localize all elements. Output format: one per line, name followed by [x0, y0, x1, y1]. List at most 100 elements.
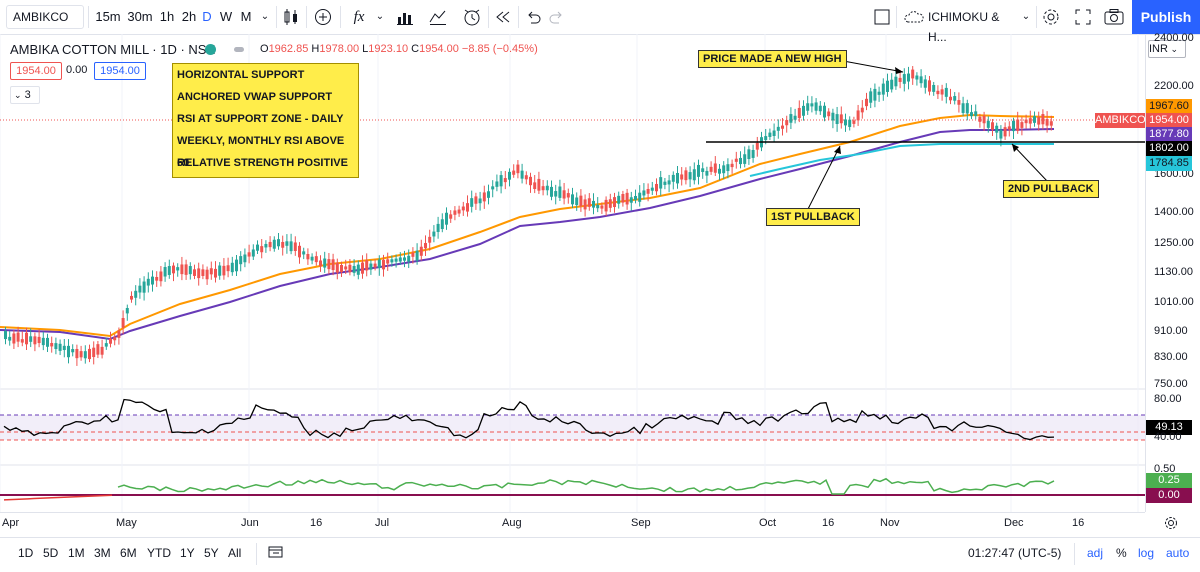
candle-body — [688, 172, 692, 180]
candle-body — [537, 178, 541, 191]
range-all[interactable]: All — [228, 546, 242, 560]
range-ytd[interactable]: YTD — [147, 546, 171, 560]
legend-title: AMBIKA COTTON MILL · 1D · NSE — [10, 42, 216, 57]
range-5d[interactable]: 5D — [43, 546, 59, 560]
candle-body — [646, 188, 650, 194]
candle-body — [411, 252, 415, 257]
price-tick: 1600.00 — [1154, 168, 1194, 180]
replay-icon[interactable] — [494, 8, 512, 26]
candle-body — [776, 126, 780, 131]
add-compare-icon[interactable] — [314, 8, 332, 26]
range-1d[interactable]: 1D — [18, 546, 34, 560]
rs-tick: 0.50 — [1154, 463, 1176, 475]
undo-icon[interactable] — [524, 8, 542, 26]
candle-body — [814, 102, 818, 111]
candle-body — [25, 332, 28, 345]
price-tick: 910.00 — [1154, 325, 1188, 337]
percent-toggle[interactable]: % — [1116, 546, 1127, 560]
candle-body — [356, 264, 360, 275]
candle-body — [638, 192, 642, 202]
candle-body — [781, 125, 784, 129]
candle-body — [62, 345, 66, 351]
purple-ma-line — [0, 128, 1055, 341]
range-5y[interactable]: 5Y — [204, 546, 219, 560]
candle-body — [390, 259, 394, 263]
indicator-template-name[interactable]: ICHIMOKU & H... — [928, 10, 1000, 44]
candle-body — [151, 276, 154, 285]
candle-body — [533, 182, 537, 190]
candle-body — [172, 265, 175, 274]
chevron-down-icon[interactable]: ⌄ — [1021, 11, 1031, 22]
interval-15m[interactable]: 15m — [95, 9, 121, 24]
indicators-icon[interactable]: fx — [353, 9, 365, 25]
callout-2nd-pullback: 2ND PULLBACK — [1003, 180, 1099, 198]
candle-body — [739, 157, 742, 165]
interval-m[interactable]: M — [240, 9, 252, 24]
interval-d[interactable]: D — [202, 9, 212, 24]
candle-body — [600, 205, 604, 209]
price-tick: 2200.00 — [1154, 80, 1194, 92]
templates-icon[interactable] — [396, 8, 414, 26]
candle-body — [869, 91, 873, 103]
candle-body — [214, 268, 217, 278]
candle-body — [734, 158, 738, 162]
candle-body — [520, 170, 524, 179]
more-icon[interactable] — [234, 47, 244, 52]
price-tick: 1400.00 — [1154, 206, 1194, 218]
publish-button[interactable]: Publish — [1132, 0, 1200, 34]
currency-selector[interactable]: INR ⌄ — [1148, 40, 1186, 58]
range-1y[interactable]: 1Y — [180, 546, 195, 560]
candle-body — [285, 241, 289, 246]
adjust-toggle[interactable]: adj — [1087, 546, 1104, 560]
candle-body — [902, 74, 906, 84]
time-axis[interactable] — [0, 512, 1145, 535]
candle-body — [554, 191, 558, 197]
candle-body — [58, 343, 62, 351]
chevron-down-icon[interactable]: ⌄ — [375, 11, 385, 22]
symbol-search[interactable]: AMBIKCO — [6, 5, 84, 29]
candle-body — [235, 259, 238, 272]
interval-w[interactable]: W — [219, 9, 233, 24]
candle-body — [96, 344, 100, 355]
fullscreen-icon[interactable] — [1074, 8, 1092, 26]
alert-icon[interactable] — [462, 7, 482, 27]
compare-chart-icon[interactable] — [428, 8, 448, 26]
goto-date-icon[interactable] — [268, 545, 284, 559]
buy-price[interactable]: 1954.00 — [94, 62, 146, 80]
candle-body — [197, 268, 201, 279]
redo-icon[interactable] — [548, 8, 566, 26]
indicators-collapse[interactable]: ⌄ 3 — [10, 86, 40, 104]
candles-icon[interactable] — [282, 8, 300, 26]
sell-price[interactable]: 1954.00 — [10, 62, 62, 80]
candle-body — [83, 351, 87, 359]
interval-30m[interactable]: 30m — [127, 9, 153, 24]
candle-body — [839, 114, 843, 124]
symbol-tag: AMBIKCO — [1095, 113, 1146, 128]
clock-timezone[interactable]: 01:27:47 (UTC-5) — [968, 546, 1062, 560]
auto-toggle[interactable]: auto — [1166, 546, 1190, 560]
interval-2h[interactable]: 2h — [181, 9, 197, 24]
range-3m[interactable]: 3M — [94, 546, 111, 560]
price-chart[interactable] — [0, 34, 1145, 512]
cloud-icon[interactable] — [904, 10, 924, 24]
range-6m[interactable]: 6M — [120, 546, 137, 560]
camera-icon[interactable] — [1104, 8, 1124, 26]
candle-body — [579, 195, 583, 207]
candle-body — [970, 112, 973, 117]
candle-body — [629, 197, 633, 203]
interval-1h[interactable]: 1h — [159, 9, 175, 24]
candle-body — [29, 336, 33, 342]
candle-body — [302, 251, 306, 255]
log-toggle[interactable]: log — [1138, 546, 1155, 560]
range-1m[interactable]: 1M — [68, 546, 85, 560]
orange-ma-line — [0, 113, 1055, 338]
candle-body — [453, 210, 457, 215]
candle-body — [348, 264, 352, 273]
settings-icon[interactable] — [1164, 516, 1178, 530]
layout-icon[interactable] — [874, 9, 890, 25]
candle-body — [470, 198, 474, 207]
candle-body — [524, 175, 528, 180]
price-axis[interactable] — [1145, 34, 1200, 512]
gear-icon[interactable] — [1042, 8, 1060, 26]
chevron-down-icon[interactable]: ⌄ — [260, 11, 270, 22]
